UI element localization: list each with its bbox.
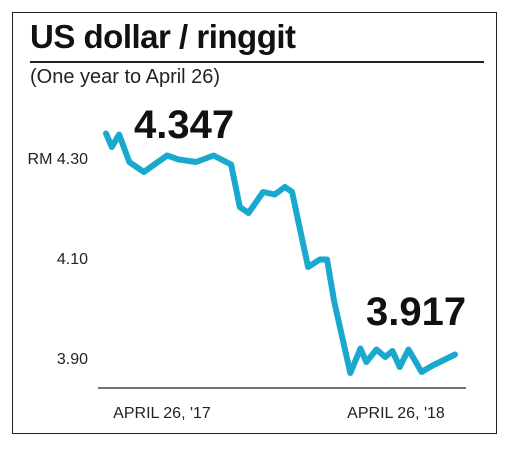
x-tick-label: APRIL 26, '17 [113, 405, 211, 422]
title-rule [30, 61, 484, 63]
annotation-end-value: 3.917 [366, 290, 466, 334]
chart-title: US dollar / ringgit [30, 18, 296, 55]
chart-subtitle: (One year to April 26) [30, 66, 221, 88]
chart-frame [12, 12, 497, 434]
y-tick-label: 4.10 [57, 251, 88, 268]
annotation-start-value: 4.347 [134, 103, 234, 147]
y-tick-label: RM 4.30 [28, 151, 89, 168]
series-line [103, 130, 458, 376]
y-tick-label: 3.90 [57, 351, 88, 368]
x-tick-label: APRIL 26, '18 [347, 405, 445, 422]
